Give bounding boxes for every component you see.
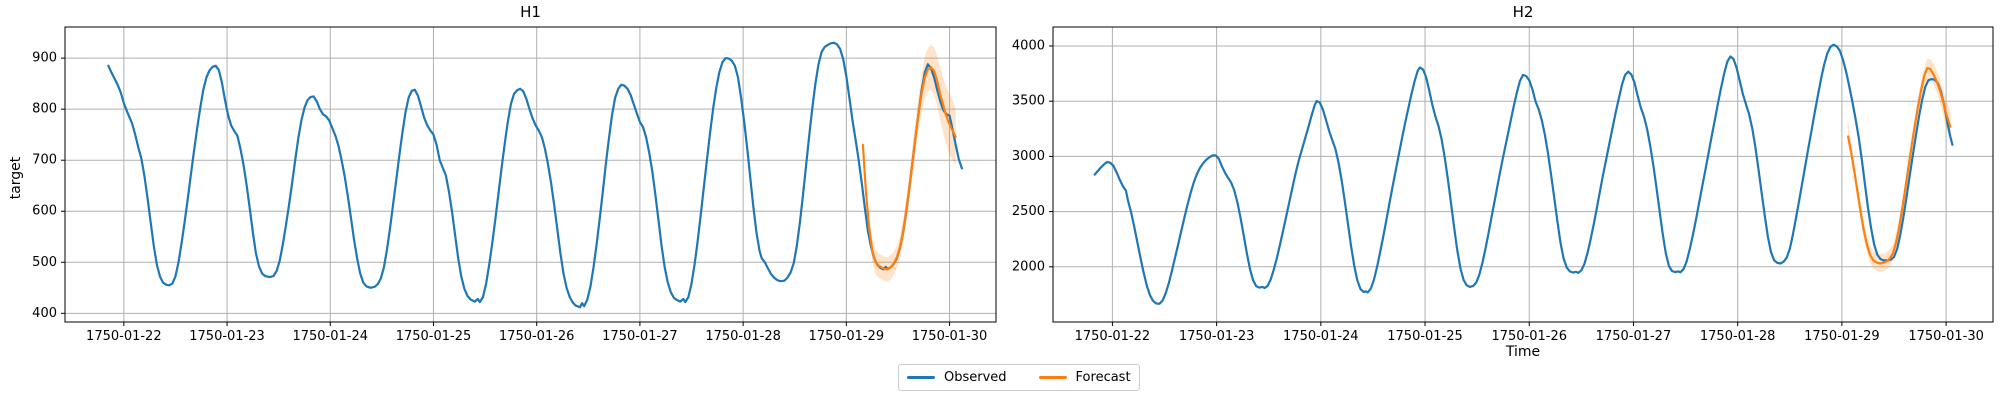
observed-line: [107, 41, 964, 309]
legend: Observed Forecast: [898, 364, 1140, 391]
x-tick-label: 1750-01-24: [1283, 329, 1359, 344]
forecast-line-icon: [1038, 376, 1067, 379]
y-tick-label: 600: [32, 204, 57, 219]
x-tick-label: 1750-01-29: [1804, 329, 1880, 344]
x-tick-label: 1750-01-26: [1491, 329, 1567, 344]
y-tick-label: 400: [32, 306, 57, 321]
x-tick-label: 1750-01-27: [1596, 329, 1672, 344]
axes-frame: [1052, 26, 1994, 323]
x-tick-label: 1750-01-23: [189, 329, 265, 344]
x-tick-label: 1750-01-22: [86, 329, 162, 344]
x-axis-label-time: Time: [1505, 344, 1541, 360]
y-tick-label: 800: [32, 102, 57, 117]
legend-item-forecast: Forecast: [1038, 369, 1131, 386]
x-tick-label: 1750-01-23: [1179, 329, 1255, 344]
legend-label-observed: Observed: [944, 370, 1007, 385]
x-tick-label: 1750-01-24: [292, 329, 368, 344]
legend-label-forecast: Forecast: [1075, 370, 1131, 385]
x-tick-label: 1750-01-30: [912, 329, 988, 344]
x-tick-label: 1750-01-28: [1700, 329, 1776, 344]
y-tick-label: 3000: [1012, 149, 1045, 164]
axes-h1: 1750-01-22 1750-01-23 1750-01-24 1750-01-25…: [32, 26, 997, 344]
y-tick-label: 500: [32, 255, 57, 270]
x-tick-label: 1750-01-28: [705, 329, 781, 344]
y-tick-label: 4000: [1012, 38, 1045, 53]
y-axis-label-target: target: [8, 156, 24, 200]
forecast-line: [1846, 66, 1952, 265]
y-tick-label: 2000: [1012, 259, 1045, 274]
forecast-confidence-band: [862, 44, 956, 282]
x-tick-label: 1750-01-27: [602, 329, 678, 344]
x-tick-label: 1750-01-26: [499, 329, 575, 344]
x-tick-label: 1750-01-25: [396, 329, 472, 344]
x-tick-label: 1750-01-29: [809, 329, 885, 344]
y-tick-label: 700: [32, 153, 57, 168]
observed-line: [1093, 43, 1954, 305]
y-tick-label: 2500: [1012, 204, 1045, 219]
x-tick-label: 1750-01-30: [1908, 329, 1984, 344]
subplot-title-h2: H2: [1512, 3, 1534, 21]
x-tick-label: 1750-01-22: [1075, 329, 1151, 344]
axes-h2: 1750-01-22 1750-01-23 1750-01-24 1750-01-25…: [1012, 26, 1994, 344]
forecast-line: [861, 66, 957, 271]
x-tick-label: 1750-01-25: [1387, 329, 1463, 344]
observed-line-icon: [907, 376, 935, 379]
y-tick-label: 900: [32, 51, 57, 66]
legend-item-observed: Observed: [907, 369, 1007, 386]
axes-frame: [64, 26, 997, 323]
y-tick-label: 3500: [1012, 94, 1045, 109]
subplot-title-h1: H1: [520, 3, 541, 21]
